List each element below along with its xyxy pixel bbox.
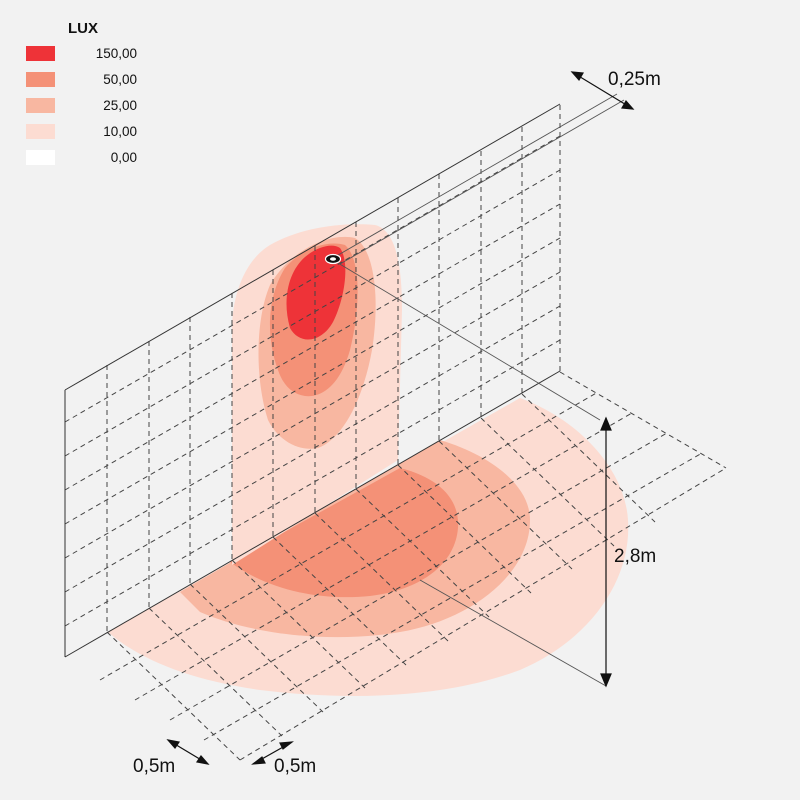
floor-zone-50 <box>230 468 459 598</box>
legend-value: 10,00 <box>103 123 137 139</box>
legend-swatch <box>26 149 55 165</box>
legend-swatch <box>26 45 55 61</box>
lux-legend: LUX 150,00 50,00 25,00 10,00 0,00 <box>26 18 146 170</box>
legend-swatch <box>26 123 55 139</box>
reference-lines <box>332 93 625 687</box>
wall-zone-150 <box>286 245 346 340</box>
legend-value: 150,00 <box>95 45 137 61</box>
legend-swatch <box>26 97 55 113</box>
legend-item: 50,00 <box>26 66 146 92</box>
legend-value: 0,00 <box>110 149 137 165</box>
dimension-arrows <box>166 71 635 765</box>
legend-item: 25,00 <box>26 92 146 118</box>
grid-spacing-label-a: 0,5m <box>133 756 175 777</box>
fixture-offset-label: 0,25m <box>608 69 661 90</box>
legend-swatch <box>26 71 55 87</box>
luminaire-icon <box>324 253 342 265</box>
mount-height-label: 2,8m <box>614 546 656 567</box>
grid-spacing-label-b: 0,5m <box>274 756 316 777</box>
legend-title: LUX <box>68 20 98 37</box>
legend-value: 25,00 <box>103 97 137 113</box>
legend-item: 0,00 <box>26 144 146 170</box>
wall-zones <box>232 224 402 565</box>
legend-value: 50,00 <box>103 71 137 87</box>
floor-grid <box>99 371 727 761</box>
legend-item: 150,00 <box>26 40 146 66</box>
wall-outline <box>64 103 561 658</box>
legend-item: 10,00 <box>26 118 146 144</box>
floor-zones <box>108 398 629 696</box>
